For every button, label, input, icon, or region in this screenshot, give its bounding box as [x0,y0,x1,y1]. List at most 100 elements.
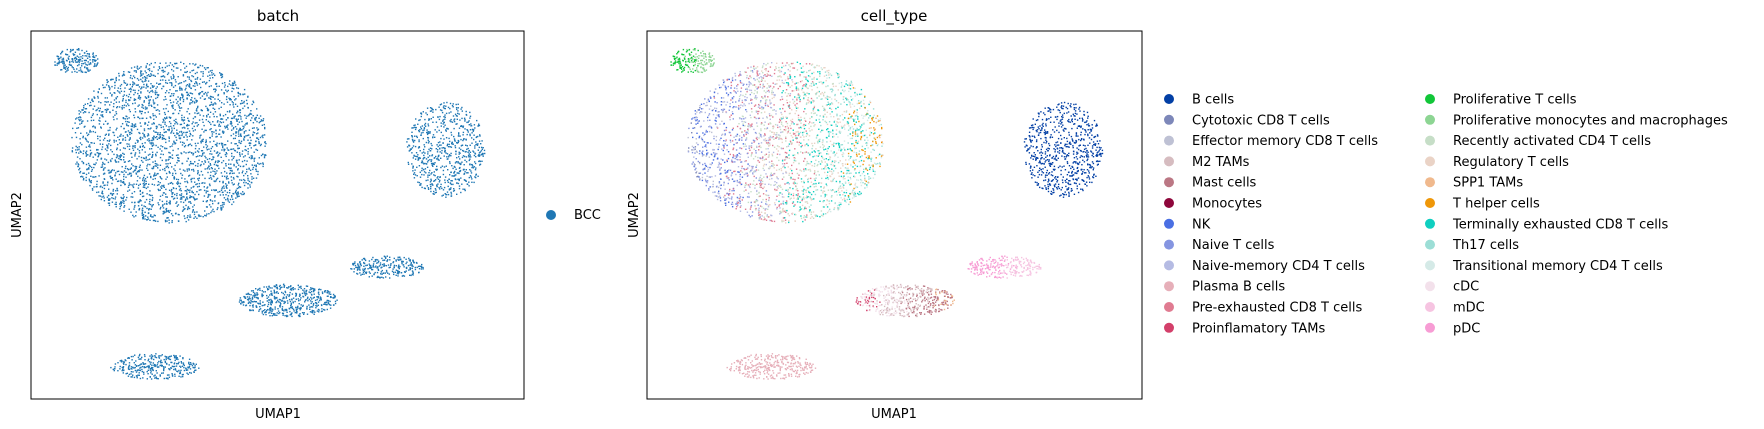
scatter-point [88,55,90,58]
scatter-point [704,98,706,100]
scatter-point [427,137,430,139]
scatter-point [818,90,820,93]
scatter-point [133,145,135,147]
scatter-point [838,142,840,145]
scatter-point [130,87,132,90]
scatter-point [459,135,461,137]
scatter-point [144,136,146,138]
scatter-point [145,198,148,201]
scatter-point [423,163,425,165]
scatter-point [102,143,104,145]
scatter-point [268,301,270,304]
scatter-point [225,89,227,91]
scatter-point [455,107,458,109]
scatter-point [231,155,233,157]
scatter-point [235,118,237,120]
scatter-point [188,191,191,193]
scatter-point [290,313,293,315]
scatter-point [197,142,199,144]
scatter-point [267,303,270,306]
scatter-point [176,161,178,164]
scatter-point [773,104,775,106]
scatter-point [162,85,165,88]
scatter-point [206,158,209,161]
scatter-point [291,287,294,289]
scatter-point [178,189,181,191]
scatter-point [88,172,90,174]
scatter-point [141,365,144,368]
scatter-point [765,128,768,130]
scatter-point [165,193,167,195]
scatter-point [399,258,402,260]
scatter-point [213,124,215,126]
scatter-point [158,123,160,126]
scatter-point [146,176,149,178]
scatter-point [159,375,161,377]
scatter-point [465,150,467,153]
scatter-point [114,160,117,162]
scatter-point [203,146,205,148]
scatter-point [731,172,733,174]
scatter-point [433,190,435,193]
scatter-point [247,139,249,141]
scatter-point [206,116,208,118]
scatter-point [146,207,148,210]
scatter-point [114,92,116,94]
scatter-point [281,306,284,308]
scatter-point [139,364,141,366]
scatter-point [183,208,185,210]
scatter-point [157,202,159,204]
scatter-point [151,216,153,218]
scatter-point [458,172,460,175]
scatter-point [142,377,144,379]
scatter-point [139,169,141,171]
scatter-point [140,72,142,74]
scatter-point [168,202,170,204]
scatter-point [116,155,119,157]
scatter-point [233,126,235,129]
scatter-point [445,130,447,132]
scatter-point [227,128,229,130]
scatter-point [431,155,433,157]
scatter-point [149,163,151,166]
scatter-point [803,98,805,100]
scatter-point [802,190,804,192]
scatter-point [469,117,471,119]
scatter-point [432,116,434,118]
scatter-point [208,177,210,180]
scatter-point [116,170,119,173]
scatter-point [176,90,178,92]
scatter-point [381,263,384,266]
scatter-point [203,186,205,188]
scatter-point [157,167,159,169]
scatter-point [422,137,424,140]
scatter-point [162,192,165,194]
scatter-point [168,156,170,158]
scatter-point [459,163,462,166]
scatter-point [242,125,244,127]
scatter-point [90,170,93,172]
scatter-point [208,204,211,206]
scatter-point [172,74,174,76]
scatter-point [412,167,414,169]
scatter-point [133,170,136,172]
scatter-point [439,179,441,182]
scatter-point [310,306,312,308]
scatter-point [453,135,455,138]
scatter-point [146,371,148,373]
scatter-point [102,181,104,183]
scatter-point [135,173,138,175]
scatter-point [60,61,62,63]
scatter-point [412,141,415,143]
scatter-point [138,208,140,211]
scatter-point [252,290,254,292]
scatter-point [76,117,78,119]
scatter-point [214,195,216,197]
scatter-point [158,355,160,357]
scatter-point [180,82,183,84]
scatter-point [251,127,254,129]
scatter-point [160,75,162,78]
scatter-point [202,115,205,117]
scatter-point [421,263,423,266]
scatter-point [183,122,185,124]
